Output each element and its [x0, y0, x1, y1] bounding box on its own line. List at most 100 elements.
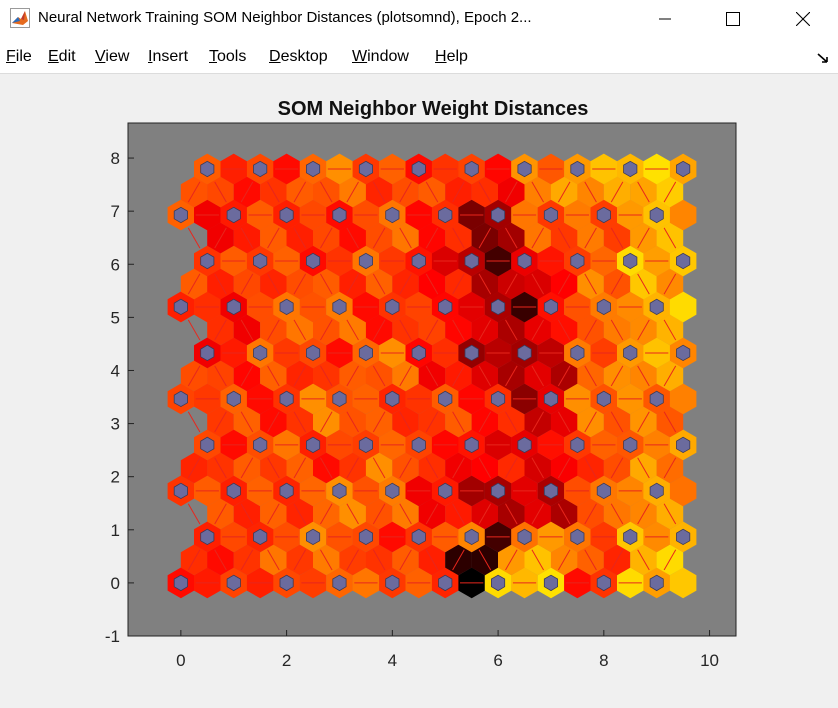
neighbor-link	[557, 181, 571, 203]
neighbor-link	[425, 319, 439, 341]
x-tick-label: 0	[176, 651, 185, 670]
neighbor-link	[452, 549, 465, 571]
neighbor-link	[346, 457, 359, 479]
neighbor-link	[531, 181, 544, 203]
neighbor-link	[505, 181, 518, 203]
neighbor-link	[399, 411, 412, 433]
minimize-button[interactable]	[638, 0, 692, 38]
neuron	[438, 298, 453, 316]
neighbor-link	[478, 411, 492, 433]
neighbor-link	[425, 457, 439, 479]
y-tick-label: -1	[105, 627, 120, 646]
neuron	[411, 252, 426, 270]
neighbor-link	[399, 365, 412, 387]
neighbor-link	[187, 503, 201, 525]
neuron	[253, 160, 268, 178]
y-tick-label: 1	[111, 521, 120, 540]
neuron	[200, 252, 215, 270]
neighbor-link	[240, 457, 254, 479]
neighbor-link	[214, 411, 227, 433]
close-button[interactable]	[776, 0, 830, 38]
neighbor-link	[346, 549, 359, 571]
neuron	[253, 344, 268, 362]
y-tick-label: 6	[111, 255, 120, 274]
x-tick-label: 6	[493, 651, 502, 670]
y-tick-label: 2	[111, 468, 120, 487]
menu-help[interactable]: Help	[435, 48, 468, 65]
neuron	[649, 298, 664, 316]
neighbor-link	[478, 365, 492, 387]
menu-edit[interactable]: Edit	[48, 48, 76, 65]
neighbor-link	[531, 365, 544, 387]
neuron	[464, 528, 479, 546]
neighbor-link	[478, 457, 492, 479]
neighbor-link	[320, 273, 333, 295]
neighbor-link	[557, 503, 571, 525]
neuron	[253, 436, 268, 454]
neuron	[649, 390, 664, 408]
neighbor-link	[452, 503, 465, 525]
neighbor-link	[505, 457, 518, 479]
neighbor-link	[187, 549, 201, 571]
neuron	[385, 390, 400, 408]
neuron	[385, 206, 400, 224]
neuron	[570, 160, 585, 178]
neighbor-link	[346, 227, 359, 249]
neuron	[517, 252, 532, 270]
neuron	[305, 252, 321, 270]
y-tick-label: 7	[111, 202, 120, 221]
neighbor-link	[584, 503, 597, 525]
neuron	[200, 436, 215, 454]
neighbor-link	[663, 549, 677, 571]
menu-bar: File Edit View Insert Tools Desktop Wind…	[0, 38, 838, 74]
x-tick-label: 2	[282, 651, 291, 670]
menu-view[interactable]: View	[95, 48, 130, 65]
neighbor-link	[320, 503, 333, 525]
menu-insert[interactable]: Insert	[148, 48, 189, 65]
neuron	[332, 298, 347, 316]
neighbor-link	[372, 365, 386, 387]
neighbor-link	[584, 319, 597, 341]
neighbor-link	[478, 549, 492, 571]
window-title: Neural Network Training SOM Neighbor Dis…	[38, 9, 532, 26]
neuron	[305, 436, 321, 454]
neighbor-link	[346, 181, 359, 203]
neuron	[517, 436, 532, 454]
menu-window[interactable]: Window	[352, 48, 409, 65]
neuron	[226, 482, 241, 500]
neuron	[173, 206, 188, 224]
neighbor-link	[187, 227, 201, 249]
neuron	[411, 160, 426, 178]
neighbor-link	[610, 273, 624, 295]
menu-tools[interactable]: Tools	[209, 48, 247, 65]
neuron	[596, 574, 611, 592]
neuron	[200, 160, 215, 178]
neuron	[464, 436, 479, 454]
neuron	[200, 528, 215, 546]
neighbor-link	[505, 273, 518, 295]
menu-desktop[interactable]: Desktop	[269, 48, 328, 65]
neighbor-link	[214, 227, 227, 249]
distance-cell	[669, 383, 697, 415]
neuron	[623, 252, 638, 270]
neighbor-link	[293, 227, 307, 249]
neighbor-link	[187, 273, 201, 295]
neuron	[385, 574, 400, 592]
neighbor-link	[399, 503, 412, 525]
neuron	[411, 436, 426, 454]
neighbor-link	[293, 273, 307, 295]
neuron	[173, 482, 188, 500]
figure-canvas: SOM Neighbor Weight Distances 0 2 4 6 8 10 -1 0…	[0, 75, 838, 703]
dock-arrow-icon[interactable]	[816, 52, 830, 64]
neuron	[676, 160, 691, 178]
neuron	[305, 344, 321, 362]
neighbor-link	[372, 273, 386, 295]
neighbor-link	[399, 457, 412, 479]
minimize-icon	[659, 18, 671, 20]
maximize-button[interactable]	[706, 0, 760, 38]
menu-file[interactable]: File	[6, 48, 32, 65]
neighbor-link	[187, 457, 201, 479]
neighbor-links	[187, 168, 677, 584]
neighbor-link	[293, 503, 307, 525]
neighbor-link	[452, 273, 465, 295]
